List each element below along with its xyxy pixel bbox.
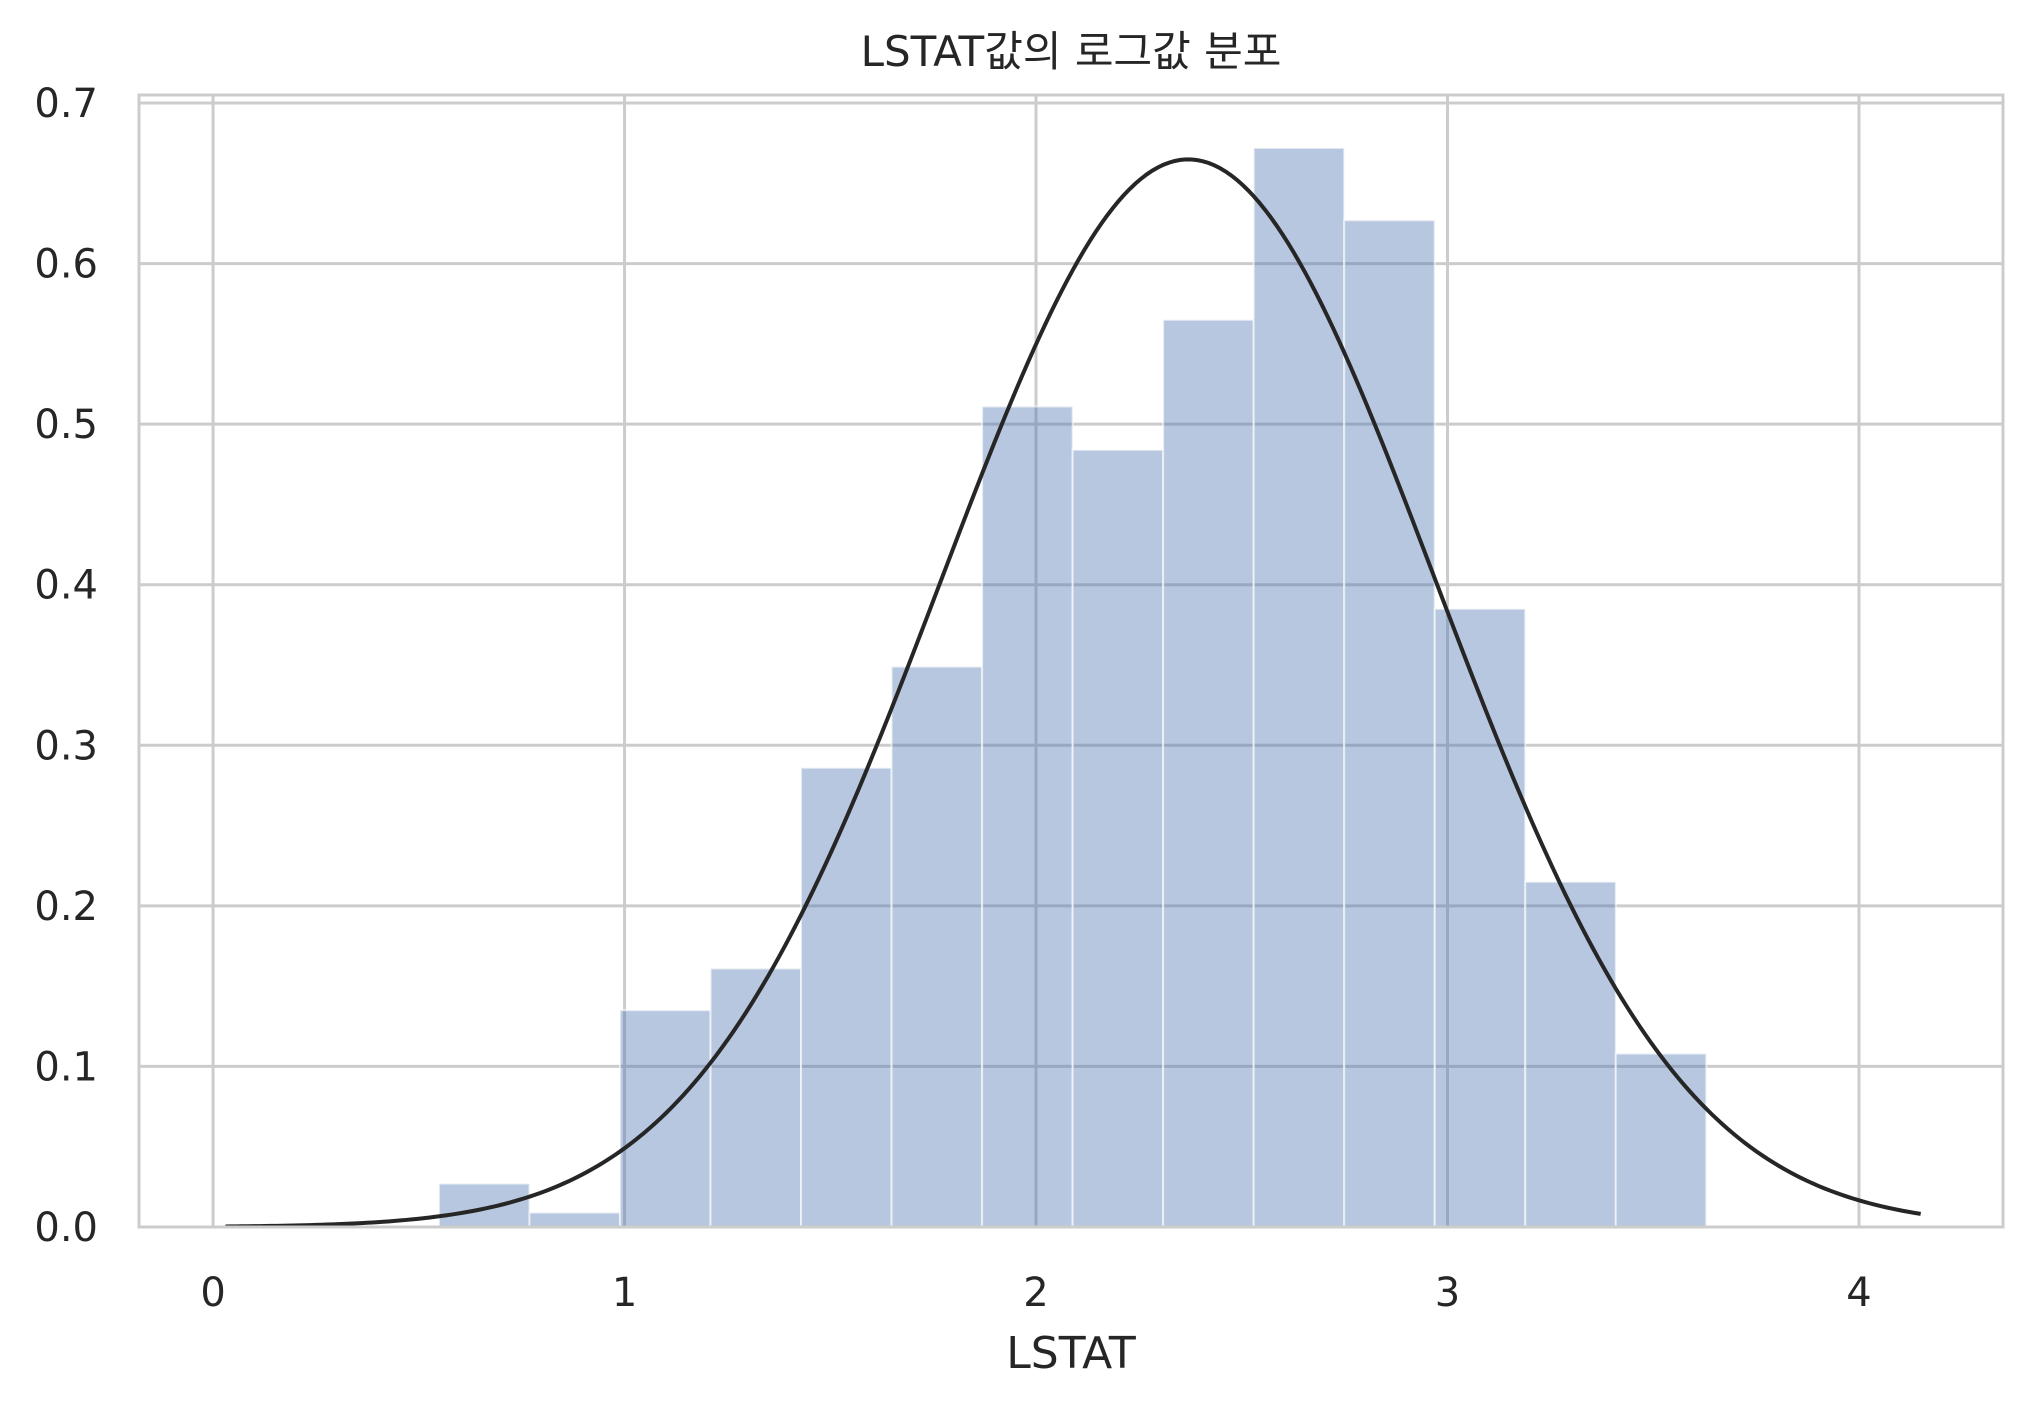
histogram-bar: [1252, 146, 1346, 1229]
y-tick-label: 0.4: [34, 563, 98, 609]
histogram-bar: [890, 665, 984, 1228]
x-axis-label: LSTAT: [1006, 1328, 1136, 1379]
histogram-bar: [1524, 880, 1617, 1228]
histogram-bar: [709, 967, 803, 1228]
y-tick-label: 0.6: [34, 242, 98, 288]
histogram-bar: [1614, 1052, 1708, 1229]
histogram-bar: [528, 1211, 622, 1229]
chart-title: LSTAT값의 로그값 분포: [861, 27, 1282, 76]
plot-frame: [137, 93, 2005, 1229]
histogram-bar: [437, 1182, 531, 1229]
y-tick-labels: 0.0 0.1 0.2 0.3 0.4 0.5 0.6 0.7: [34, 81, 98, 1251]
x-tick-label: 2: [1023, 1270, 1048, 1316]
histogram-bar: [1071, 448, 1165, 1229]
x-tick-label: 1: [612, 1270, 637, 1316]
x-tick-label: 3: [1435, 1270, 1460, 1316]
y-tick-label: 0.0: [34, 1205, 98, 1251]
histogram-bar: [981, 405, 1074, 1228]
y-tick-label: 0.7: [34, 81, 98, 127]
histogram-bar: [619, 1009, 712, 1229]
histogram-bars: [437, 146, 1708, 1229]
y-tick-label: 0.5: [34, 402, 98, 448]
x-tick-label: 4: [1846, 1270, 1871, 1316]
histogram-bar: [1433, 607, 1527, 1228]
histogram-bar: [800, 766, 893, 1228]
histogram-bar: [1162, 318, 1255, 1228]
x-tick-label: 0: [200, 1270, 225, 1316]
fit-curve-layer: [225, 157, 1922, 1229]
x-tick-labels: 0 1 2 3 4: [200, 1270, 1871, 1316]
y-tick-label: 0.2: [34, 884, 98, 930]
histogram-bar: [1343, 219, 1436, 1228]
y-tick-label: 0.1: [34, 1044, 98, 1090]
y-tick-label: 0.3: [34, 723, 98, 769]
normal-fit-curve: [225, 157, 1922, 1229]
